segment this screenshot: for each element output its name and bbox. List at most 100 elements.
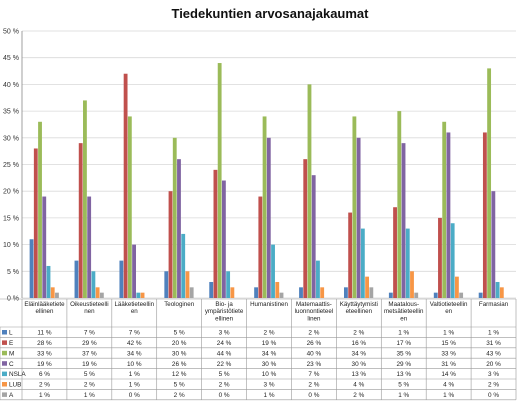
data-label: 0 %: [308, 392, 319, 399]
data-label: 0 %: [488, 392, 499, 399]
category-label: Maatalous-: [388, 301, 419, 308]
category-label: ellinen: [215, 315, 233, 322]
bar-m-7: [352, 116, 357, 298]
y-tick-label: 45 %: [3, 55, 19, 62]
bar-c-4: [221, 180, 226, 298]
y-tick-label: 15 %: [3, 215, 19, 222]
data-label: 2 %: [353, 392, 364, 399]
bar-nsla-7: [360, 228, 365, 298]
category-label: Matemaattis-: [296, 301, 332, 308]
data-label: 0 %: [129, 392, 140, 399]
bar-lub-10: [499, 287, 504, 298]
data-label: 0 %: [219, 392, 230, 399]
data-label: 1 %: [39, 392, 50, 399]
bar-c-7: [356, 137, 361, 298]
category-label: en: [131, 308, 138, 315]
data-label: 2 %: [308, 382, 319, 389]
bar-l-7: [343, 287, 348, 298]
y-tick-label: 5 %: [7, 269, 19, 276]
data-label: 40 %: [307, 350, 322, 357]
data-label: 24 %: [217, 340, 232, 347]
legend-label: C: [9, 361, 14, 368]
bar-c-6: [311, 175, 316, 298]
bar-l-3: [164, 271, 169, 298]
data-label: 19 %: [82, 361, 97, 368]
bar-a-5: [279, 292, 284, 298]
bar-e-2: [123, 73, 128, 298]
bar-l-9: [433, 292, 438, 298]
data-label: 31 %: [486, 340, 501, 347]
bar-e-1: [78, 143, 83, 298]
data-label: 1 %: [129, 382, 140, 389]
bar-nsla-1: [91, 271, 96, 298]
data-label: 11 %: [37, 330, 51, 337]
data-label: 20 %: [172, 340, 187, 347]
data-label: 28 %: [37, 340, 52, 347]
bar-lub-2: [140, 292, 145, 298]
data-label: 7 %: [129, 330, 140, 337]
data-table: L 11 % 7 % 7 % 5 % 3 % 2 % 2 % 2 % 1 % 1 % 1 % E 28 %…: [0, 298, 517, 401]
bar-nsla-9: [450, 223, 455, 298]
legend-label: A: [9, 392, 14, 399]
data-label: 12 %: [172, 371, 187, 378]
bar-a-1: [99, 292, 104, 298]
category-labels: EläinlääketieteellinenOikeustieteellinen…: [24, 301, 508, 322]
data-label: 10 %: [262, 371, 277, 378]
bar-c-1: [87, 196, 92, 298]
bar-nsla-4: [226, 271, 231, 298]
data-label: 2 %: [84, 382, 95, 389]
category-label: Lääketieteellin: [114, 301, 154, 308]
data-label: 3 %: [263, 382, 274, 389]
data-label: 7 %: [308, 371, 319, 378]
bar-lub-0: [50, 287, 55, 298]
bar-l-10: [478, 292, 483, 298]
bar-lub-1: [95, 287, 100, 298]
legend-swatch: [2, 382, 7, 387]
legend-label: LUB: [9, 382, 21, 389]
y-tick-label: 50 %: [3, 29, 19, 36]
category-label: Oikeustieteelli: [70, 301, 109, 308]
category-label: Humanistinen: [250, 301, 288, 308]
bar-lub-7: [365, 276, 370, 298]
data-label: 10 %: [127, 361, 142, 368]
bar-m-6: [307, 84, 312, 299]
category-label: eteellinen: [346, 308, 373, 315]
bar-l-1: [74, 260, 79, 298]
bar-a-8: [414, 292, 419, 298]
category-label: Bio- ja: [215, 301, 233, 308]
legend-label: E: [9, 340, 13, 347]
category-label: nen: [84, 308, 95, 315]
data-label: 42 %: [127, 340, 142, 347]
category-label: ympäristötiete: [205, 308, 244, 315]
bar-m-8: [397, 111, 402, 298]
legend-swatch: [2, 392, 7, 397]
data-label: 6 %: [39, 371, 50, 378]
bar-c-5: [266, 137, 271, 298]
bar-l-6: [299, 287, 303, 298]
y-tick-label: 20 %: [3, 189, 19, 196]
data-label: 29 %: [396, 361, 411, 368]
data-label: 4 %: [353, 382, 364, 389]
data-label: 14 %: [441, 371, 456, 378]
data-label: 30 %: [172, 350, 187, 357]
category-label: linen: [307, 315, 321, 322]
data-label: 5 %: [219, 371, 230, 378]
bar-c-0: [42, 196, 47, 298]
bar-m-5: [262, 116, 267, 298]
bar-nsla-5: [271, 244, 275, 298]
data-label: 1 %: [129, 371, 140, 378]
bar-e-3: [168, 191, 173, 298]
data-label: 34 %: [352, 350, 367, 357]
data-label: 4 %: [443, 382, 454, 389]
category-label: en: [400, 315, 407, 322]
bar-nsla-2: [136, 292, 141, 298]
bars: [29, 63, 504, 299]
legend-swatch: [2, 361, 7, 366]
chart-title: Tiedekuntien arvosanajakaumat: [171, 6, 369, 21]
data-label: 2 %: [353, 330, 364, 337]
bar-m-4: [217, 63, 222, 298]
bar-e-9: [438, 217, 442, 298]
data-label: 30 %: [352, 361, 367, 368]
